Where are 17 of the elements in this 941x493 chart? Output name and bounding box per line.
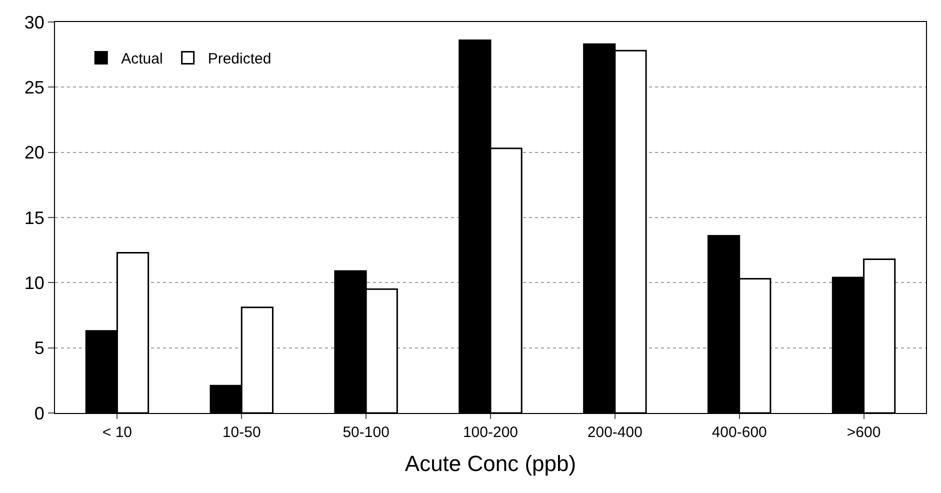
x-tick-label: 400-600 [712,424,767,441]
x-tick-label: 10-50 [222,424,261,441]
x-tick-label: 100-200 [462,424,518,441]
x-axis-title: Acute Conc (ppb) [404,450,576,476]
y-tick-label: 20 [24,142,44,163]
y-tick-label: 5 [34,338,44,358]
y-tick-label: 0 [34,403,44,424]
x-tick-label: >600 [846,424,881,441]
x-tick-label: 50-100 [342,424,390,441]
legend-label: Predicted [208,50,272,68]
x-tick-label: < 10 [102,424,132,441]
legend-label: Actual [121,50,163,68]
y-tick-label: 25 [24,77,44,98]
y-tick-label: 30 [24,12,44,32]
y-tick-label: 15 [24,208,44,228]
x-tick-label: 200-400 [587,424,642,441]
y-tick-label: 10 [24,272,44,293]
